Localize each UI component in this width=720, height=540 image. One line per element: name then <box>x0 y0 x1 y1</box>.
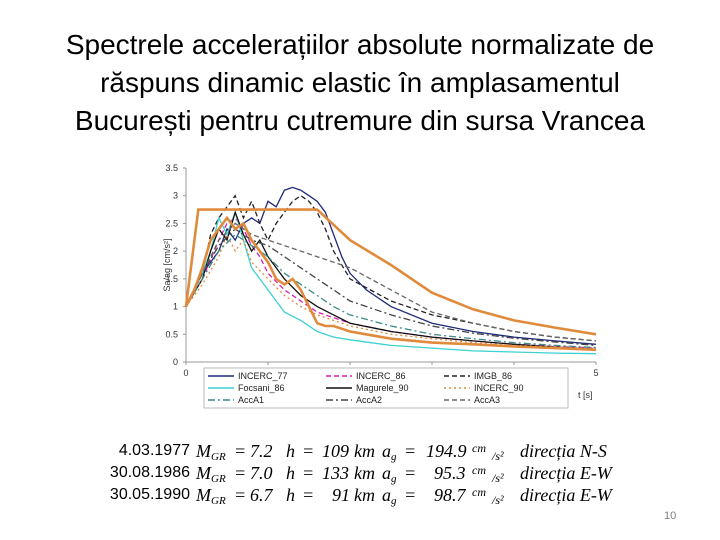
y-tick-label: 3.5 <box>165 163 178 173</box>
page-number: 10 <box>664 510 677 522</box>
legend-label: AccA3 <box>474 395 500 405</box>
y-tick-label: 3 <box>173 191 178 201</box>
legend-label: AccA2 <box>356 395 382 405</box>
legend-label: Magurele_90 <box>356 383 409 393</box>
series-line-incerc-90 <box>185 232 597 350</box>
eq-date: 30.05.1990 <box>109 486 190 503</box>
title-line-1: Spectrele accelerațiilor absolute normal… <box>65 29 655 60</box>
eq-mgr-symbol: MGR <box>196 463 226 485</box>
eq-ag-symbol: ag <box>382 485 397 507</box>
eq-mgr-value: 7.0 <box>250 463 273 483</box>
series-line-incerc-86 <box>185 217 597 349</box>
x-tick-label: 0 <box>183 368 188 378</box>
eq-ag-value: 95.3 <box>434 463 466 483</box>
eq-mgr-value: 7.2 <box>250 441 273 461</box>
x-axis-label: t [s] <box>578 390 593 400</box>
slide-title: Spectrele accelerațiilor absolute normal… <box>20 26 700 140</box>
legend-label: AccA1 <box>238 395 264 405</box>
eq-depth: 109 <box>322 441 349 461</box>
y-tick-label: 0 <box>173 357 178 367</box>
eq-depth: 133 <box>322 463 349 483</box>
eq-mgr-symbol: MGR <box>196 441 226 463</box>
eq-date: 4.03.1977 <box>118 442 190 459</box>
series-line-acca1 <box>185 233 597 349</box>
legend-label: IMGB_86 <box>474 371 512 381</box>
series-line-imgb-86 <box>185 194 597 342</box>
title-line-2: răspuns dinamic elastic în amplasamentul <box>100 67 620 98</box>
y-tick-label: 1 <box>173 302 178 312</box>
eq-ag-symbol: ag <box>382 463 397 485</box>
eq-direction: direcția E-W <box>520 463 612 483</box>
title-line-3: București pentru cutremure din sursa Vra… <box>74 105 646 136</box>
y-axis-label: Sa/ag [cm/s²] <box>162 238 172 291</box>
eq-direction: direcția N-S <box>520 441 607 461</box>
y-tick-label: 1.5 <box>165 274 178 284</box>
y-tick-label: 2.5 <box>165 218 178 228</box>
legend-label: INCERC_90 <box>474 383 524 393</box>
series-line-envelope-lower <box>184 215 597 352</box>
series-line-acca3 <box>185 222 597 342</box>
legend-label: INCERC_77 <box>238 371 288 381</box>
y-tick-label: 2 <box>173 246 178 256</box>
series-line-magurele-90 <box>185 210 597 350</box>
eq-direction: direcția E-W <box>520 485 612 505</box>
spectra-chart: 00.511.522.533.5012345Sa/ag [cm/s²]t [s]… <box>162 163 599 409</box>
eq-ag-symbol: ag <box>382 441 397 463</box>
legend-box <box>203 367 569 409</box>
legend-label: INCERC_86 <box>356 371 406 381</box>
series-line-envelope-upper <box>184 208 597 336</box>
eq-ag-value: 194.9 <box>426 441 467 461</box>
series-line-incerc-77 <box>185 186 597 345</box>
y-tick-label: 0.5 <box>165 329 178 339</box>
eq-mgr-symbol: MGR <box>196 485 226 507</box>
legend-label: Focsani_86 <box>238 383 285 393</box>
eq-date: 30.08.1986 <box>109 464 190 481</box>
eq-depth: 91 <box>332 485 350 505</box>
series-line-focsani-86 <box>185 210 597 355</box>
series-line-acca2 <box>185 228 597 347</box>
x-tick-label: 5 <box>593 368 598 378</box>
eq-mgr-value: 6.7 <box>250 485 273 505</box>
eq-ag-value: 98.7 <box>434 485 466 505</box>
